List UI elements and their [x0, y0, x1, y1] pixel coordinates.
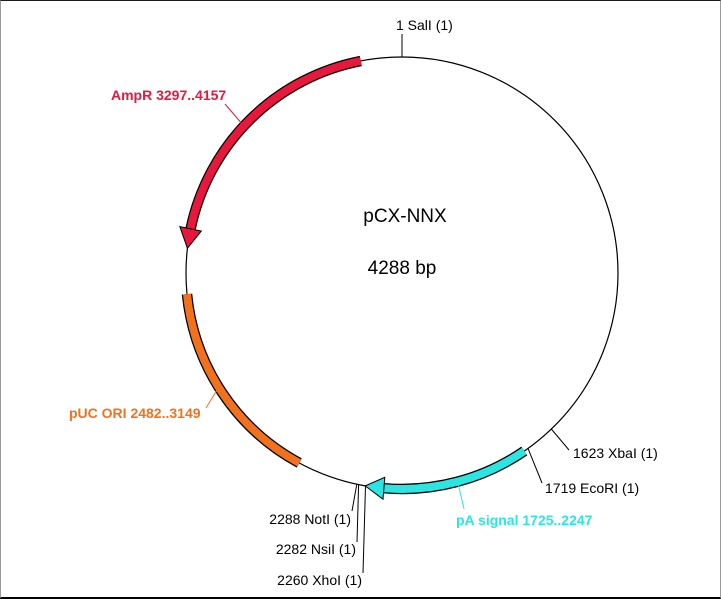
feature-leader-lines: [205, 103, 465, 510]
puc-ori-label: pUC ORI 2482..3149: [69, 405, 201, 421]
noti-label: 2288 NotI (1): [269, 511, 351, 527]
puc-ori-arc: [183, 293, 302, 467]
pa-signal-arc: [383, 447, 527, 493]
ampr-label: AmpR 3297..4157: [111, 87, 226, 103]
pa-signal-arrowhead: [364, 476, 386, 501]
xbai-tick: [550, 428, 570, 451]
puc-ori-leader-line: [205, 389, 218, 409]
nsii-label: 2282 NsiI (1): [276, 541, 356, 557]
sali-label: 1 SalI (1): [396, 17, 453, 33]
pa-signal-leader-line: [457, 482, 465, 510]
ampr-arrowhead: [179, 225, 203, 250]
feature-arc-ampr: [179, 55, 362, 250]
xhoi-tick: [362, 485, 366, 574]
xbai-label: 1623 XbaI (1): [573, 445, 658, 461]
ampr-leader-line: [224, 103, 244, 126]
plasmid-title: pCX-NNX: [363, 206, 447, 227]
ecori-tick: [527, 448, 543, 484]
ampr-arc: [186, 57, 362, 230]
nsii-tick: [356, 484, 360, 543]
ecori-label: 1719 EcoRI (1): [545, 480, 639, 496]
noti-tick: [351, 484, 358, 512]
feature-arc-puc-ori: [181, 293, 302, 468]
pa-signal-label: pA signal 1725..2247: [456, 512, 593, 528]
plasmid-size: 4288 bp: [368, 258, 437, 279]
puc-ori-arc-outline: [181, 293, 302, 468]
feature-arc-pa-signal: [364, 446, 528, 501]
restriction-site-ticks: [351, 34, 570, 574]
xhoi-label: 2260 XhoI (1): [277, 572, 362, 588]
